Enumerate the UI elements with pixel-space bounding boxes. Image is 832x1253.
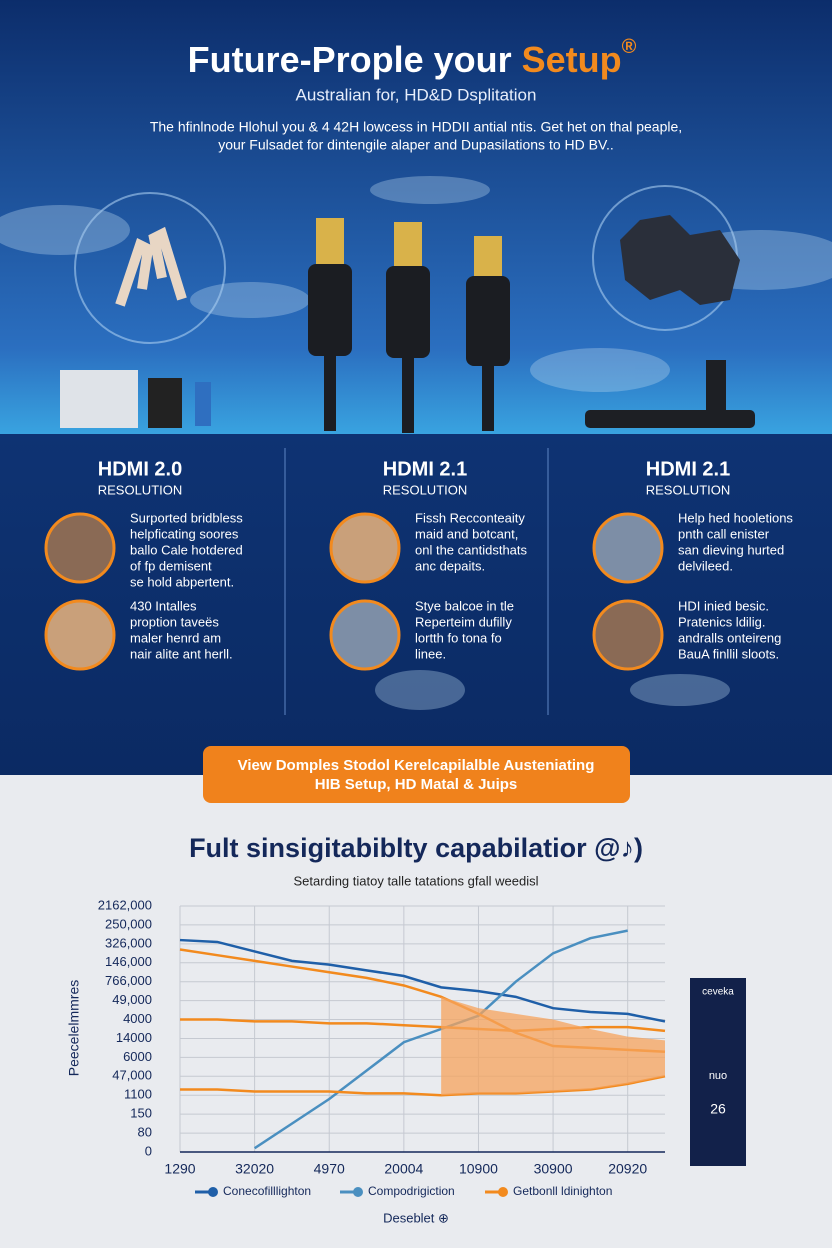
y-tick-label: 47,000 — [112, 1068, 152, 1083]
item-text: helpficating soores — [130, 526, 239, 541]
column-subheading: RESOLUTION — [383, 482, 468, 497]
title: Future-Prople your Setup® — [188, 36, 637, 79]
column-heading: HDMI 2.1 — [383, 458, 467, 480]
legend-dot — [498, 1187, 508, 1197]
item-text: ballo Cale hotdered — [130, 542, 243, 557]
item-text: linee. — [415, 646, 446, 661]
legend-label: Getbonll ldinighton — [513, 1184, 612, 1198]
y-tick-label: 2162,000 — [98, 897, 152, 912]
y-tick-label: 6000 — [123, 1049, 152, 1064]
item-text: Fissh Recconteaity — [415, 510, 525, 525]
item-text: proption taveës — [130, 614, 219, 629]
item-photo — [592, 599, 664, 671]
item-text: se hold abpertent. — [130, 574, 234, 589]
x-tick-label: 30900 — [534, 1161, 573, 1177]
y-tick-label: 146,000 — [105, 954, 152, 969]
y-tick-label: 4000 — [123, 1011, 152, 1026]
side-panel — [690, 978, 746, 1166]
item-text: onl the cantidsthats — [415, 542, 528, 557]
y-tick-label: 326,000 — [105, 935, 152, 950]
side-panel-text: 26 — [710, 1101, 726, 1117]
column-heading: HDMI 2.1 — [646, 458, 730, 480]
y-tick-label: 14000 — [116, 1030, 152, 1045]
hdmi-cables — [60, 218, 755, 433]
hands — [115, 226, 187, 307]
item-photo — [329, 599, 401, 671]
legend-label: Compodrigiction — [368, 1184, 455, 1198]
item-text: HDI inied besic. — [678, 598, 769, 613]
item-text: Help hed hooletions — [678, 510, 793, 525]
item-photo — [44, 599, 116, 671]
item-photo — [592, 512, 664, 584]
y-axis-label: Peecelelmmres — [66, 980, 82, 1076]
chart-title: Fult sinsigitabiblty capabilatior @♪) — [189, 833, 643, 863]
item-text: 430 Intalles — [130, 598, 197, 613]
item-text: andralls onteireng — [678, 630, 781, 645]
item-text: Pratenics ldilig. — [678, 614, 765, 629]
column-subheading: RESOLUTION — [646, 482, 731, 497]
item-text: pnth call enister — [678, 526, 770, 541]
side-panel-text: ceveka — [702, 987, 734, 998]
series-line — [179, 938, 666, 1023]
x-tick-label: 20004 — [384, 1161, 423, 1177]
legend-label: Conecofilllighton — [223, 1184, 311, 1198]
item-text: san dieving hurted — [678, 542, 784, 557]
x-tick-label: 4970 — [314, 1161, 345, 1177]
item-text: lortth fo tona fo — [415, 630, 502, 645]
item-text: maid and botcant, — [415, 526, 518, 541]
y-tick-label: 49,000 — [112, 992, 152, 1007]
y-tick-label: 250,000 — [105, 916, 152, 931]
intro-line: The hfinlnode Hlohul you & 4 42H lowcess… — [150, 119, 682, 135]
title-main: Future-Prople your — [188, 39, 522, 80]
item-text: maler henrd am — [130, 630, 221, 645]
x-tick-label: 20920 — [608, 1161, 647, 1177]
side-panel-text: nuo — [709, 1070, 727, 1082]
column-heading: HDMI 2.0 — [98, 458, 182, 480]
item-text: Reperteim dufilly — [415, 614, 512, 629]
hero-bg — [0, 0, 832, 775]
cta-button[interactable] — [203, 746, 630, 803]
y-tick-label: 766,000 — [105, 973, 152, 988]
x-tick-label: 32020 — [235, 1161, 274, 1177]
item-text: Surported bridbless — [130, 510, 243, 525]
item-text: Stye balcoe in tle — [415, 598, 514, 613]
y-tick-label: 150 — [130, 1106, 152, 1121]
legend-dot — [208, 1187, 218, 1197]
column-subheading: RESOLUTION — [98, 482, 183, 497]
item-text: delvileed. — [678, 558, 733, 573]
footer: Deseblet ⊕ — [383, 1210, 449, 1225]
item-text: anc depaits. — [415, 558, 485, 573]
cta-text[interactable]: View Domples Stodol Kerelcapilalble Aust… — [238, 757, 595, 774]
cta-text[interactable]: HIB Setup, HD Matal & Juips — [315, 776, 518, 793]
item-photo — [44, 512, 116, 584]
subtitle: Australian for, HD&D Dsplitation — [296, 85, 537, 104]
legend-dot — [353, 1187, 363, 1197]
title-accent: Setup — [522, 39, 622, 80]
y-tick-label: 80 — [138, 1125, 152, 1140]
area — [441, 996, 665, 1096]
x-tick-label: 10900 — [459, 1161, 498, 1177]
y-tick-label: 1100 — [124, 1087, 152, 1102]
x-tick-label: 1290 — [164, 1161, 195, 1177]
item-photo — [329, 512, 401, 584]
item-text: BauA finllil sloots. — [678, 646, 779, 661]
chart-subtitle: Setarding tiatoy talle tatations gfall w… — [294, 873, 539, 888]
y-tick-label: 0 — [145, 1143, 152, 1158]
title-mark: ® — [622, 36, 637, 58]
intro-line: your Fulsadet for dintengile alaper and … — [218, 137, 614, 153]
australia-map — [620, 215, 740, 305]
item-text: nair alite ant herll. — [130, 646, 233, 661]
item-text: of fp demisent — [130, 558, 212, 573]
column-dividers — [284, 448, 549, 715]
